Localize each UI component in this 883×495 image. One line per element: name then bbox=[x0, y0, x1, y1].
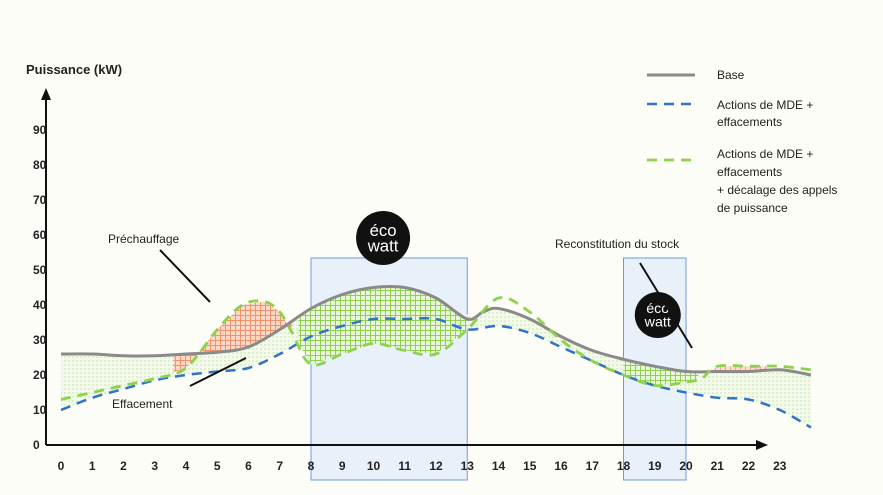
y-tick-label: 80 bbox=[33, 158, 47, 172]
y-tick-label: 90 bbox=[33, 123, 47, 137]
y-tick-label: 40 bbox=[33, 298, 47, 312]
legend-base-label: Base bbox=[717, 68, 745, 82]
y-tick-label: 10 bbox=[33, 403, 47, 417]
y-axis-label: Puissance (kW) bbox=[26, 62, 122, 77]
x-tick-label: 19 bbox=[648, 459, 662, 473]
x-tick-label: 11 bbox=[398, 459, 411, 473]
x-tick-label: 23 bbox=[773, 459, 787, 473]
x-tick-label: 9 bbox=[339, 459, 346, 473]
legend-mde-label: Actions de MDE + bbox=[717, 98, 813, 112]
annotation-shedding: Effacement bbox=[112, 397, 173, 411]
x-tick-label: 20 bbox=[679, 459, 693, 473]
y-tick-label: 30 bbox=[33, 333, 47, 347]
legend-shift-label: de puissance bbox=[717, 201, 788, 215]
x-tick-label: 21 bbox=[711, 459, 725, 473]
x-tick-label: 16 bbox=[554, 459, 568, 473]
annotation-preheating-pointer bbox=[160, 250, 210, 302]
legend-shift-label: Actions de MDE + bbox=[717, 147, 813, 161]
y-tick-label: 70 bbox=[33, 193, 47, 207]
x-tick-label: 8 bbox=[308, 459, 315, 473]
x-tick-label: 22 bbox=[742, 459, 756, 473]
annotation-preheating: Préchauffage bbox=[108, 232, 179, 246]
x-tick-label: 5 bbox=[214, 459, 221, 473]
ecowatt-badge-text-2: watt bbox=[644, 315, 671, 331]
x-axis-arrow bbox=[756, 440, 768, 450]
x-tick-label: 12 bbox=[429, 459, 443, 473]
y-tick-label: 50 bbox=[33, 263, 47, 277]
annotation-stock-rebuild: Reconstitution du stock bbox=[555, 237, 680, 251]
x-tick-label: 3 bbox=[151, 459, 158, 473]
x-tick-label: 13 bbox=[461, 459, 475, 473]
x-tick-label: 14 bbox=[492, 459, 506, 473]
x-tick-label: 2 bbox=[120, 459, 127, 473]
x-tick-label: 10 bbox=[367, 459, 381, 473]
y-axis-arrow bbox=[41, 88, 51, 100]
y-tick-label: 60 bbox=[33, 228, 47, 242]
x-tick-label: 7 bbox=[276, 459, 283, 473]
ecowatt-badge-text-2: watt bbox=[367, 237, 399, 256]
x-tick-label: 18 bbox=[617, 459, 631, 473]
y-tick-label: 0 bbox=[33, 438, 40, 452]
legend-mde-label: effacements bbox=[717, 115, 782, 129]
y-tick-label: 20 bbox=[33, 368, 47, 382]
x-tick-label: 17 bbox=[586, 459, 600, 473]
x-tick-label: 0 bbox=[58, 459, 65, 473]
x-tick-label: 1 bbox=[89, 459, 96, 473]
x-tick-label: 4 bbox=[183, 459, 190, 473]
legend-shift-label: effacements bbox=[717, 165, 782, 179]
legend: Base Actions de MDE + effacements Actions d… bbox=[647, 68, 837, 215]
legend-shift-label: + décalage des appels bbox=[717, 183, 837, 197]
x-tick-label: 6 bbox=[245, 459, 252, 473]
x-tick-label: 15 bbox=[523, 459, 537, 473]
